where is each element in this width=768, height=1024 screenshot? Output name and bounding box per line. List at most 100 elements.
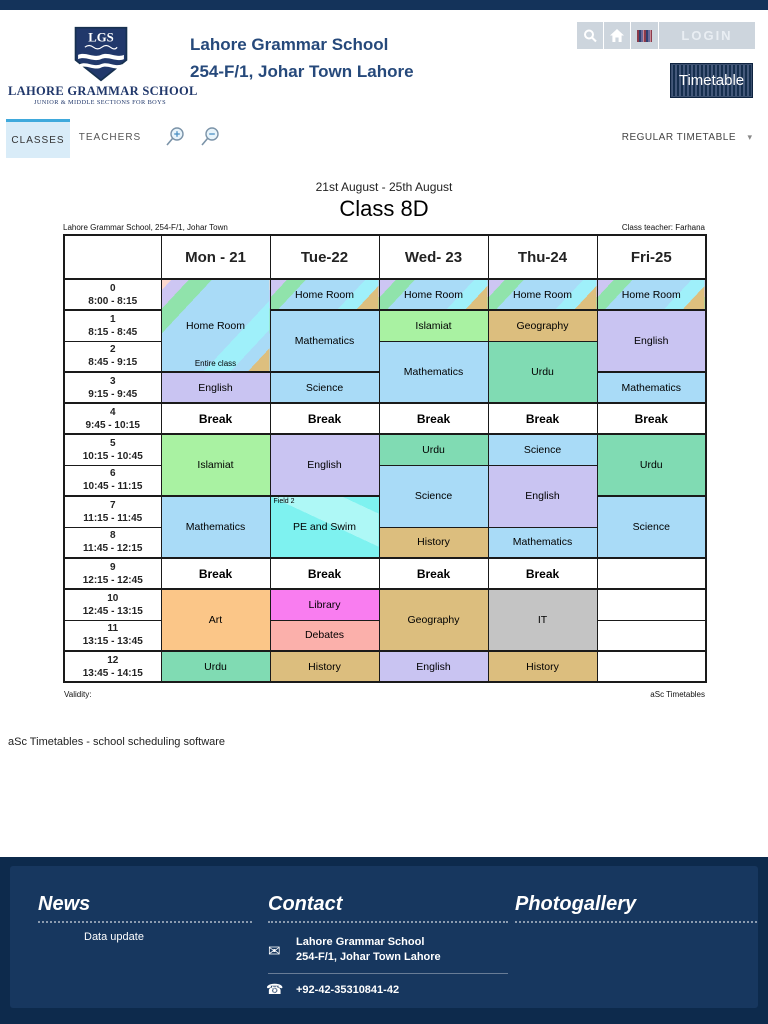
timetable-button[interactable]: Timetable xyxy=(670,63,753,98)
period-label-8: 8 11:45 - 12:15 xyxy=(63,526,162,559)
cell-tue-p3: Science xyxy=(269,371,380,404)
validity-label: Validity: xyxy=(64,690,92,699)
cell-wed-p0: Home Room xyxy=(378,278,489,311)
cell-thu-p8: Mathematics xyxy=(487,526,598,559)
period-label-3: 3 9:15 - 9:45 xyxy=(63,371,162,404)
logo-school-subtitle: JUNIOR & MIDDLE SECTIONS FOR BOYS xyxy=(34,99,166,106)
cell-wed-p10: Geography xyxy=(378,588,489,652)
cell-thu-p5: Science xyxy=(487,433,598,466)
photogallery-divider xyxy=(515,921,757,923)
zoom-out-icon[interactable] xyxy=(198,126,222,150)
day-header-wed: Wed- 23 xyxy=(378,234,489,280)
language-flag-button[interactable] xyxy=(631,22,658,49)
period-label-5: 5 10:15 - 10:45 xyxy=(63,433,162,466)
cell-tue-p12: History xyxy=(269,650,380,683)
footer: News Data update Contact ✉ Lahore Gramma… xyxy=(0,857,768,1024)
cell-fri-p1: English xyxy=(596,309,707,373)
timetable-corner-cell xyxy=(63,234,162,280)
cell-wed-p6: Science xyxy=(378,464,489,528)
cell-fri-p5: Urdu xyxy=(596,433,707,497)
period-label-9: 9 12:15 - 12:45 xyxy=(63,557,162,590)
footer-contact-heading: Contact xyxy=(268,893,343,915)
cell-thu-p0: Home Room xyxy=(487,278,598,311)
page-title: Class 8D xyxy=(339,196,429,221)
cell-wed-p5: Urdu xyxy=(378,433,489,466)
cell-fri-p0: Home Room xyxy=(596,278,707,311)
school-logo-shield: LGS xyxy=(74,26,128,82)
logo-acronym: LGS xyxy=(88,30,113,44)
day-header-fri: Fri-25 xyxy=(596,234,707,280)
cell-thu-p10: IT xyxy=(487,588,598,652)
cell-wed-p12: English xyxy=(378,650,489,683)
asc-timetables-mark: aSc Timetables xyxy=(650,690,705,699)
header: LGS LAHORE GRAMMAR SCHOOL JUNIOR & MIDDL… xyxy=(0,10,768,115)
site-title-line1: Lahore Grammar School xyxy=(190,35,389,54)
cell-tue-p5: English xyxy=(269,433,380,497)
phone-icon: ☎ xyxy=(266,981,284,997)
login-button[interactable]: LOGIN xyxy=(659,22,755,49)
news-item-data-update[interactable]: Data update xyxy=(84,931,144,943)
home-button[interactable] xyxy=(604,22,630,49)
day-header-thu: Thu-24 xyxy=(487,234,598,280)
cell-tue-p1: Mathematics xyxy=(269,309,380,373)
zoom-in-icon[interactable] xyxy=(163,126,187,150)
cell-tue-p0: Home Room xyxy=(269,278,380,311)
cell-mon-p5: Islamiat xyxy=(160,433,271,497)
cell-tue-p10: Library xyxy=(269,588,380,621)
footer-news-heading: News xyxy=(38,893,91,915)
contact-divider-top xyxy=(268,921,508,923)
site-title-line2: 254-F/1, Johar Town Lahore xyxy=(190,62,414,81)
cell-mon-p9: Break xyxy=(160,557,271,590)
period-label-6: 6 10:45 - 11:15 xyxy=(63,464,162,497)
period-label-0: 0 8:00 - 8:15 xyxy=(63,278,162,311)
home-icon xyxy=(610,29,624,42)
mail-icon: ✉ xyxy=(268,943,281,960)
cell-tue-p9: Break xyxy=(269,557,380,590)
logo-school-name: LAHORE GRAMMAR SCHOOL xyxy=(8,84,198,98)
tab-classes[interactable]: CLASSES xyxy=(6,119,70,158)
flag-icon xyxy=(637,29,652,42)
tab-teachers[interactable]: TEACHERS xyxy=(78,131,142,143)
cell-mon-p0: Home Room Entire class xyxy=(160,278,271,373)
table-meta-teacher: Class teacher: Farhana xyxy=(621,223,705,232)
cell-thu-p4: Break xyxy=(487,402,598,435)
contact-address: 254-F/1, Johar Town Lahore xyxy=(296,951,441,963)
footer-photogallery-heading: Photogallery xyxy=(515,893,637,915)
cell-mon-p12: Urdu xyxy=(160,650,271,683)
cell-fri-p7: Science xyxy=(596,495,707,559)
cell-fri-p9 xyxy=(596,557,707,590)
day-header-mon: Mon - 21 xyxy=(160,234,271,280)
period-label-2: 2 8:45 - 9:15 xyxy=(63,340,162,373)
period-label-1: 1 8:15 - 8:45 xyxy=(63,309,162,342)
period-label-7: 7 11:15 - 11:45 xyxy=(63,495,162,528)
cell-tue-p11: Debates xyxy=(269,619,380,652)
cell-mon-p10: Art xyxy=(160,588,271,652)
software-credit[interactable]: aSc Timetables - school scheduling softw… xyxy=(8,736,226,748)
period-label-10: 10 12:45 - 13:15 xyxy=(63,588,162,621)
cell-mon-p4: Break xyxy=(160,402,271,435)
chevron-down-icon[interactable]: ▾ xyxy=(747,132,752,142)
period-label-11: 11 13:15 - 13:45 xyxy=(63,619,162,652)
cell-thu-p12: History xyxy=(487,650,598,683)
cell-wed-p4: Break xyxy=(378,402,489,435)
cell-fri-p10 xyxy=(596,588,707,621)
cell-mon-p3: English xyxy=(160,371,271,404)
cell-thu-p9: Break xyxy=(487,557,598,590)
contact-org: Lahore Grammar School xyxy=(296,936,425,948)
cell-wed-p2: Mathematics xyxy=(378,340,489,404)
contact-phone: +92-42-35310841-42 xyxy=(296,984,400,996)
cell-thu-p6: English xyxy=(487,464,598,528)
cell-fri-p12 xyxy=(596,650,707,683)
footer-panel: News Data update Contact ✉ Lahore Gramma… xyxy=(10,866,758,1008)
cell-tue-p4: Break xyxy=(269,402,380,435)
cell-mon-p7: Mathematics xyxy=(160,495,271,559)
cell-thu-p1: Geography xyxy=(487,309,598,342)
period-label-12: 12 13:45 - 14:15 xyxy=(63,650,162,683)
cell-thu-p2: Urdu xyxy=(487,340,598,404)
top-accent-bar xyxy=(0,0,768,10)
timetable-type-dropdown[interactable]: REGULAR TIMETABLE xyxy=(621,132,736,143)
search-icon xyxy=(584,29,597,42)
cell-wed-p9: Break xyxy=(378,557,489,590)
search-button[interactable] xyxy=(577,22,603,49)
cell-fri-p11 xyxy=(596,619,707,652)
